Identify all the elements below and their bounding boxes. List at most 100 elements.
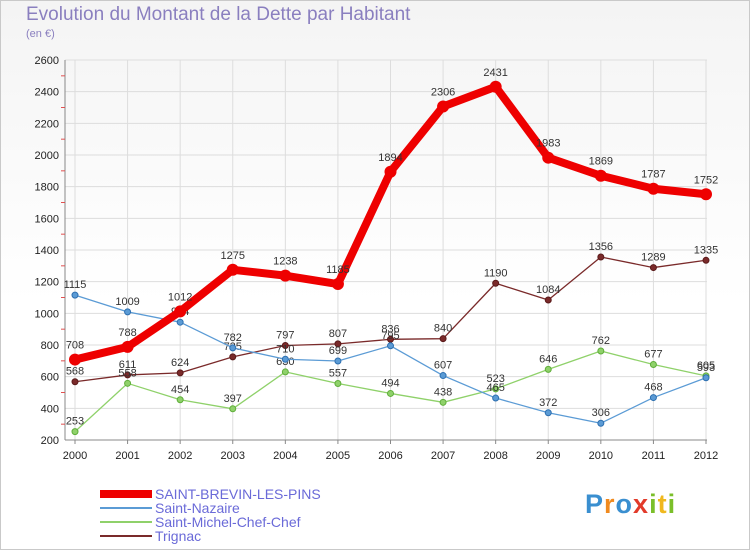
y-tick-label: 1000 (35, 308, 59, 320)
data-point (387, 389, 394, 397)
data-label: 1190 (484, 267, 508, 279)
data-label: 372 (539, 397, 557, 409)
data-point (649, 394, 657, 402)
data-point (597, 419, 605, 427)
data-point (176, 369, 184, 377)
data-point (124, 371, 132, 379)
x-tick-label: 2005 (326, 450, 350, 462)
y-tick-label: 400 (41, 403, 59, 415)
data-point (279, 269, 292, 282)
data-point (229, 344, 237, 352)
x-tick-label: 2011 (642, 450, 666, 462)
y-tick-label: 1200 (35, 277, 59, 289)
data-point (229, 405, 237, 413)
data-label: 306 (592, 407, 610, 419)
data-label: 624 (171, 357, 189, 369)
data-point (174, 305, 187, 318)
data-point (489, 80, 502, 93)
data-point (542, 151, 555, 164)
data-point (281, 355, 289, 363)
legend-label: Saint-Nazaire (155, 500, 240, 516)
data-label: 593 (697, 362, 715, 374)
y-tick-label: 1800 (35, 182, 59, 194)
y-tick-label: 1600 (35, 213, 59, 225)
data-point (647, 182, 660, 195)
data-point (334, 379, 342, 387)
data-point (597, 347, 605, 355)
data-point (124, 379, 132, 387)
data-label: 1752 (694, 174, 718, 186)
data-label: 605 (697, 360, 715, 372)
data-point (437, 100, 450, 113)
data-point (121, 340, 134, 353)
data-label: 523 (486, 373, 504, 385)
logo-letter: o (615, 489, 634, 519)
data-label: 1335 (694, 244, 718, 256)
data-label: 1115 (64, 279, 87, 291)
x-tick-label: 2006 (378, 450, 402, 462)
data-point (492, 394, 500, 402)
data-point (334, 340, 342, 348)
data-point (649, 360, 657, 368)
data-point (226, 263, 239, 276)
y-tick-label: 1400 (35, 245, 59, 257)
data-label: 840 (434, 323, 452, 335)
data-point (702, 374, 710, 382)
logo-letter: P (585, 489, 605, 519)
y-tick-label: 2400 (35, 87, 59, 99)
data-label: 1185 (326, 264, 350, 276)
data-point (700, 188, 712, 201)
data-point (71, 291, 79, 299)
x-tick-label: 2002 (168, 450, 192, 462)
chart-unit-label: (en €) (26, 28, 55, 40)
y-tick-label: 800 (41, 340, 59, 352)
data-label: 454 (171, 384, 189, 396)
data-point (544, 296, 552, 304)
legend-swatch (100, 507, 152, 509)
x-tick-label: 2008 (483, 450, 507, 462)
chart-title: Evolution du Montant de la Dette par Hab… (26, 4, 411, 25)
y-tick-label: 2000 (35, 150, 59, 162)
data-label: 438 (434, 386, 452, 398)
data-label: 646 (539, 353, 557, 365)
data-label: 1012 (168, 291, 192, 303)
data-point (229, 353, 237, 361)
y-tick-label: 2200 (35, 118, 59, 130)
legend-label: Saint-Michel-Chef-Chef (155, 514, 301, 530)
y-tick-label: 200 (41, 435, 59, 447)
data-point (702, 256, 710, 264)
data-label: 397 (224, 393, 242, 405)
data-point (281, 341, 289, 349)
data-point (176, 396, 184, 404)
data-point (71, 428, 79, 436)
logo-letter: t (657, 489, 668, 519)
data-label: 788 (118, 327, 136, 339)
data-point (597, 253, 605, 261)
data-point (544, 409, 552, 417)
data-label: 797 (276, 329, 294, 341)
data-label: 795 (381, 330, 399, 342)
x-tick-label: 2010 (589, 450, 613, 462)
data-label: 465 (486, 382, 504, 394)
data-label: 2306 (431, 87, 455, 99)
data-label: 494 (381, 377, 399, 389)
data-label: 568 (66, 366, 84, 378)
data-point (176, 318, 184, 326)
data-label: 2431 (483, 67, 507, 79)
data-label: 253 (66, 416, 84, 428)
data-label: 1289 (641, 252, 665, 264)
data-point (492, 279, 500, 287)
y-tick-label: 600 (41, 372, 59, 384)
data-label: 557 (329, 367, 347, 379)
data-label: 782 (224, 332, 242, 344)
x-tick-label: 2000 (63, 450, 87, 462)
data-point (281, 368, 289, 376)
x-tick-label: 2009 (536, 450, 560, 462)
legend-swatch (100, 535, 152, 537)
proxiti-logo: Proxiti (585, 489, 676, 520)
data-point (439, 372, 447, 380)
legend-swatch (100, 521, 152, 523)
data-label: 708 (66, 340, 84, 352)
data-label: 836 (381, 323, 399, 335)
logo-letter: i (649, 489, 658, 519)
